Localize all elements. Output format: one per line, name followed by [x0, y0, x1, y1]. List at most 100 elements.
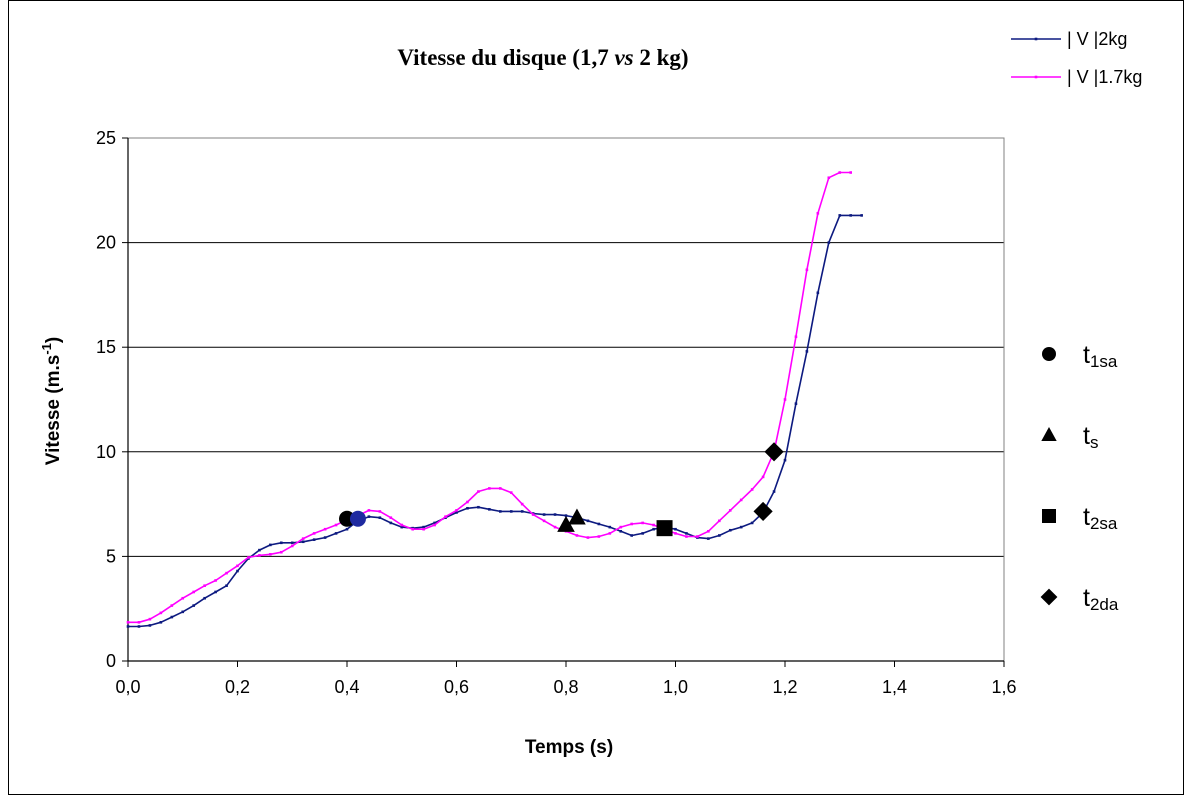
data-point — [608, 532, 612, 535]
data-point — [258, 548, 261, 552]
title-prefix: Vitesse du disque (1,7 — [397, 45, 614, 70]
y-axis-label-main: Vitesse (m.s — [43, 355, 64, 466]
data-point — [499, 487, 502, 490]
marker-legend-diamond — [1040, 588, 1058, 606]
data-point — [718, 534, 721, 537]
data-point — [827, 176, 831, 180]
data-point — [203, 584, 206, 587]
y-axis-label-end: ) — [43, 337, 64, 343]
legend-label: | V |2kg — [1067, 29, 1127, 49]
marker-legend-sub: s — [1090, 433, 1099, 452]
data-point — [794, 335, 798, 339]
data-point — [542, 519, 546, 523]
data-point — [345, 527, 349, 531]
data-point — [564, 514, 568, 517]
data-point — [542, 513, 546, 516]
data-point — [630, 534, 633, 537]
data-point — [269, 543, 272, 547]
event-markers — [339, 442, 784, 537]
legend: | V |2kg | V |1.7kg — [1011, 29, 1142, 87]
marker-legend-item: t1sa — [1042, 341, 1118, 371]
data-point — [301, 537, 305, 540]
marker-legend-main: t — [1083, 341, 1090, 369]
data-point — [225, 571, 228, 575]
data-point — [159, 611, 163, 615]
data-point — [181, 596, 185, 600]
legend-swatch-point — [1034, 37, 1038, 41]
legend-label: | V |1.7kg — [1067, 67, 1142, 87]
data-point — [641, 532, 644, 535]
data-point — [805, 350, 809, 353]
legend-swatch-point — [1034, 75, 1038, 79]
data-point — [520, 510, 524, 513]
x-tick-label: 1,2 — [772, 677, 797, 697]
marker-legend-label: ts — [1083, 422, 1098, 452]
data-point — [586, 536, 590, 539]
data-point — [750, 488, 754, 491]
x-tick-labels: 0,0 0,2 0,4 0,6 0,8 1,0 1,2 1,4 1,6 — [115, 677, 1016, 697]
legend-item: | V |1.7kg — [1011, 67, 1142, 87]
data-point — [728, 528, 732, 532]
y-tick-label: 10 — [96, 442, 116, 462]
data-point — [170, 604, 174, 607]
data-point — [685, 535, 688, 538]
data-point — [334, 523, 338, 527]
data-point — [674, 532, 677, 535]
data-point — [488, 487, 491, 490]
data-point — [477, 490, 480, 493]
data-point — [652, 523, 655, 527]
plot-area — [127, 137, 1005, 662]
data-point — [214, 590, 217, 594]
data-point — [586, 519, 590, 523]
y-tick-label: 15 — [96, 337, 116, 357]
marker-legend-item: t2sa — [1042, 503, 1118, 533]
data-point — [367, 509, 371, 512]
data-point — [619, 525, 623, 529]
y-axis-label-sup: -1 — [39, 343, 54, 355]
axes — [122, 137, 1005, 667]
data-point — [236, 564, 239, 568]
marker-legend-label: t2sa — [1083, 503, 1118, 533]
data-point — [860, 214, 863, 217]
data-point — [137, 620, 141, 624]
data-point — [389, 516, 393, 519]
marker-diamond — [764, 442, 784, 462]
data-point — [477, 505, 480, 509]
data-point — [192, 590, 195, 594]
data-point — [301, 540, 305, 544]
x-axis-label: Temps (s) — [525, 737, 613, 758]
data-point — [707, 529, 710, 533]
x-tick-label: 0,0 — [115, 677, 140, 697]
marker-square — [656, 520, 673, 537]
data-point — [400, 525, 404, 529]
marker-legend-main: t — [1083, 422, 1090, 450]
data-point — [750, 521, 754, 525]
x-tick-label: 0,6 — [444, 677, 469, 697]
marker-legend-item: t2da — [1040, 584, 1119, 614]
legend-item: | V |2kg — [1011, 29, 1127, 49]
y-axis-label: Vitesse (m.s-1) — [39, 337, 64, 465]
data-point — [499, 510, 502, 513]
series-v-1-7kg — [126, 171, 852, 624]
y-tick-label: 25 — [96, 128, 116, 148]
data-point — [290, 541, 294, 545]
data-point — [520, 502, 524, 506]
data-point — [422, 525, 425, 529]
data-point — [312, 532, 316, 535]
data-point — [236, 569, 239, 573]
data-point — [597, 535, 601, 538]
data-point — [170, 615, 174, 619]
data-point — [685, 532, 688, 535]
data-point — [225, 584, 228, 587]
data-point — [323, 536, 327, 539]
marker-legend-main: t — [1083, 503, 1090, 531]
title-italic: vs — [614, 45, 633, 70]
marker-legend-main: t — [1083, 584, 1090, 612]
marker-legend-item: ts — [1041, 422, 1098, 452]
gridlines — [128, 137, 1004, 557]
data-point — [247, 556, 250, 559]
marker-legend-label: t2da — [1083, 584, 1119, 614]
data-point — [148, 617, 152, 621]
title-suffix: 2 kg) — [634, 45, 689, 70]
marker-legend-sub: 2sa — [1090, 514, 1118, 533]
